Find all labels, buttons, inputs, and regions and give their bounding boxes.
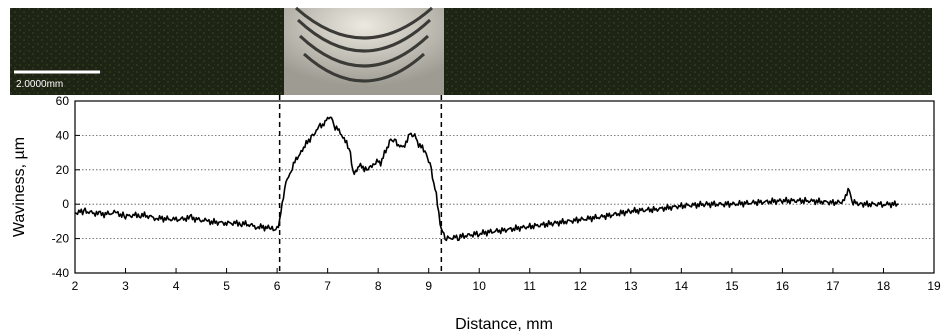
x-tick-label: 17 — [826, 279, 840, 293]
x-axis-ticks: 2 3 4 5 6 7 8 9 10 11 12 13 14 15 16 17 18 19 — [72, 268, 941, 293]
scale-bar-label: 2.0000mm — [16, 79, 63, 90]
micrograph-background — [10, 8, 932, 95]
series — [74, 116, 899, 242]
y-tick-label: 20 — [56, 163, 70, 177]
x-tick-label: 15 — [725, 279, 739, 293]
x-tick-label: 10 — [473, 279, 487, 293]
x-tick-label: 9 — [425, 279, 432, 293]
y-tick-label: 60 — [56, 94, 70, 108]
x-tick-label: 4 — [173, 279, 180, 293]
x-tick-label: 3 — [122, 279, 129, 293]
y-tick-label: -40 — [52, 266, 70, 280]
weld-ripples — [295, 6, 433, 83]
y-axis-label: Waviness, µm — [11, 137, 28, 237]
x-tick-label: 6 — [274, 279, 281, 293]
x-tick-label: 8 — [375, 279, 382, 293]
x-axis-label: Distance, mm — [455, 316, 553, 333]
x-tick-label: 13 — [624, 279, 638, 293]
x-tick-label: 7 — [324, 279, 331, 293]
waviness-profile-line — [74, 116, 899, 242]
x-tick-label: 18 — [877, 279, 891, 293]
vertical-markers — [278, 95, 443, 273]
y-tick-label: 40 — [56, 128, 70, 142]
grid — [75, 134, 934, 240]
x-tick-label: 11 — [524, 279, 537, 293]
y-axis-ticks: -40 -20 0 20 40 60 — [52, 94, 80, 280]
x-tick-label: 5 — [223, 279, 230, 293]
x-tick-label: 14 — [675, 279, 689, 293]
y-tick-label: 0 — [62, 197, 69, 211]
plot-frame — [74, 100, 935, 274]
micrograph: 2.0000mm — [10, 6, 932, 95]
y-tick-label: -20 — [52, 232, 70, 246]
x-tick-label: 19 — [927, 279, 941, 293]
x-tick-label: 2 — [72, 279, 79, 293]
x-tick-label: 12 — [574, 279, 588, 293]
x-tick-label: 16 — [776, 279, 790, 293]
